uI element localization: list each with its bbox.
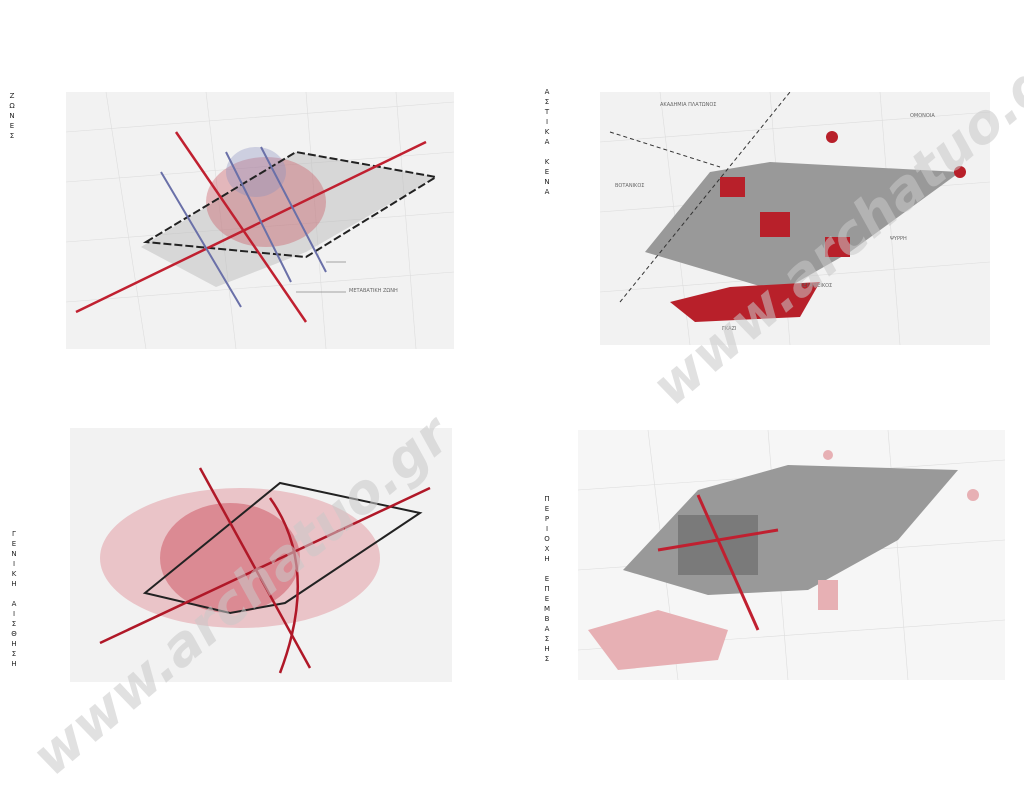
map-label: ΟΜΟΝΟΙΑ — [910, 113, 935, 119]
map-drawing: ΑΚΑΔΗΜΙΑ ΠΛΑΤΩΝΟΣ ΒΟΤΑΝΙΚΟΣ ΟΜΟΝΟΙΑ ΨΥΡΡ… — [600, 92, 990, 345]
map-drawing — [578, 430, 1005, 680]
map-label: ΜΕΤΑΒΑΤΙΚΗ ΖΩΝΗ — [349, 288, 398, 294]
map-label: ΚΕΡΑΜΕΙΚΟΣ — [800, 283, 832, 289]
panel-label: ΖΩΝΕΣ — [8, 92, 16, 142]
map-voids: ΑΚΑΔΗΜΙΑ ΠΛΑΤΩΝΟΣ ΒΟΤΑΝΙΚΟΣ ΟΜΟΝΟΙΑ ΨΥΡΡ… — [600, 92, 990, 345]
map-feeling — [70, 428, 452, 682]
map-label: ΑΚΑΔΗΜΙΑ ΠΛΑΤΩΝΟΣ — [660, 102, 716, 108]
panel-label: ΠΕΡΙΟΧΗ ΕΠΕΜΒΑΣΗΣ — [543, 495, 551, 665]
map-label: ΓΚΑΖΙ — [722, 326, 736, 332]
panel-label: ΑΣΤΙΚΑ ΚΕΝΑ — [543, 88, 551, 198]
map-drawing — [99, 467, 431, 674]
map-label: ΒΟΤΑΝΙΚΟΣ — [615, 183, 644, 189]
map-label: ΨΥΡΡΗ — [890, 236, 907, 242]
page: ΖΩΝΕΣ ΑΣΤΙΚΑ ΚΕΝΑ ΓΕΝΙΚΗ ΑΙΣΘΗΣΗ ΠΕΡΙΟΧΗ… — [8, 33, 1024, 788]
panel-label: ΓΕΝΙΚΗ ΑΙΣΘΗΣΗ — [10, 530, 18, 670]
map-area — [578, 430, 1005, 680]
map-drawing: ΜΕΤΑΒΑΤΙΚΗ ΖΩΝΗ — [66, 92, 454, 349]
map-zones: ΜΕΤΑΒΑΤΙΚΗ ΖΩΝΗ — [66, 92, 454, 349]
